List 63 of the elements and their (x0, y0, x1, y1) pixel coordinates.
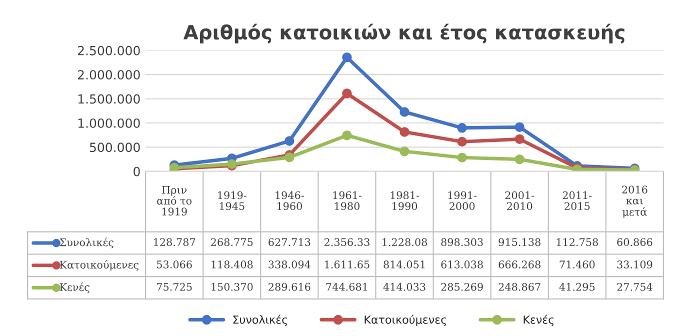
data-label: 338.094 (268, 260, 310, 268)
x-tick-label: 1961- 1980 (333, 191, 362, 210)
data-label: 53.066 (156, 260, 192, 268)
point (457, 136, 467, 147)
x-tick-label: Πριν από το 1919 (157, 186, 192, 216)
point (400, 107, 410, 117)
data-label: 744.681 (326, 282, 368, 291)
data-label: 118.408 (212, 260, 253, 268)
point (400, 127, 410, 137)
x-tick-label: 1919- 1945 (218, 191, 246, 210)
legend-label: Συνολικές (60, 238, 114, 248)
data-label: 414.033 (383, 282, 426, 291)
y-tick-label: 2.500.000 (78, 46, 140, 56)
data-label: 60.866 (617, 238, 652, 246)
text: Κενές (524, 314, 554, 326)
y-tick-label: 500.000 (90, 142, 140, 152)
chart-title: Αριθμός κατοικιών και έτος κατασκευής (183, 24, 624, 44)
x-tick-label: 1991- 2000 (448, 191, 477, 210)
data-label: 289.616 (268, 282, 310, 291)
point (457, 123, 467, 133)
y-tick-label: 0 (134, 166, 140, 176)
data-label: 898.303 (441, 238, 483, 246)
text: Συνολικές (233, 314, 288, 326)
data-label: 27.754 (617, 282, 652, 291)
point (342, 52, 352, 62)
x-tick-label: 2001- 2010 (505, 191, 534, 210)
data-label: 814.051 (384, 260, 425, 268)
data-label: 666.268 (498, 260, 540, 268)
point (284, 152, 294, 162)
data-label: 2.356.33 (324, 238, 370, 246)
data-label: 112.758 (556, 238, 598, 246)
point (514, 154, 524, 164)
point (284, 136, 294, 146)
data-label: 268.775 (211, 238, 253, 246)
legend-label: Κενές (60, 282, 90, 294)
legend-label: Κατοικούμενες (60, 260, 138, 271)
data-label: 41.295 (559, 282, 595, 291)
data-label: 285.269 (441, 282, 483, 291)
point (514, 122, 524, 132)
data-label: 33.109 (617, 260, 652, 268)
data-label: 150.370 (212, 282, 253, 291)
data-label: 613.038 (441, 260, 483, 268)
data-label: 128.787 (154, 238, 196, 246)
text: Κατοικούμενες (364, 314, 446, 326)
y-tick-label: 1.500.000 (78, 94, 140, 104)
x-tick-label: 1946- 1960 (276, 191, 304, 210)
point (400, 146, 410, 156)
data-label: 1.611.65 (325, 260, 370, 268)
point (342, 88, 352, 98)
y-tick-label: 1.000.000 (78, 118, 140, 128)
x-tick-label: 2016 και μετά (622, 186, 648, 218)
point (342, 130, 352, 140)
x-tick-label: 1981- 1990 (390, 191, 420, 210)
data-label: 248.867 (498, 282, 540, 291)
x-tick-label: 2011- 2015 (562, 191, 592, 210)
y-tick-label: 2.000.000 (78, 70, 140, 80)
point (514, 134, 524, 144)
point (457, 152, 467, 162)
data-label: 71.460 (560, 260, 595, 268)
data-label: 75.725 (156, 282, 192, 291)
data-label: 627.713 (268, 238, 310, 246)
data-label: 1.228.08 (382, 238, 427, 246)
data-label: 915.138 (498, 238, 540, 246)
